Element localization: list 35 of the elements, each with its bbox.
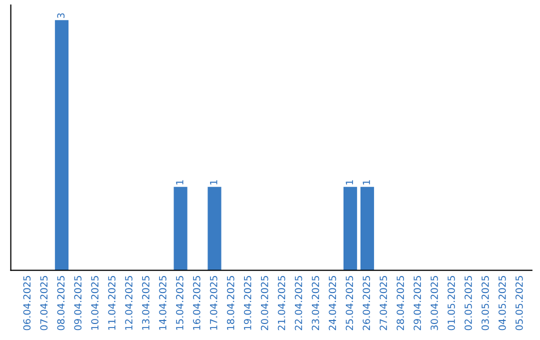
x-tick-label: 26.04.2025 xyxy=(362,276,370,330)
data-label: 1 xyxy=(346,180,353,184)
data-label: 1 xyxy=(362,180,370,184)
x-tick-label: 29.04.2025 xyxy=(414,276,421,330)
x-tick-label: 23.04.2025 xyxy=(312,276,320,330)
x-tick-label: 12.04.2025 xyxy=(125,276,132,330)
x-tick-label: 05.05.2025 xyxy=(515,276,523,330)
x-tick-label: 11.04.2025 xyxy=(108,276,116,330)
x-tick-label: 09.04.2025 xyxy=(74,276,82,330)
x-tick-label: 30.04.2025 xyxy=(430,276,438,330)
x-tick-label: 16.04.2025 xyxy=(192,276,200,330)
x-tick-label: 10.04.2025 xyxy=(91,276,98,330)
x-tick-label: 06.04.2025 xyxy=(23,276,31,330)
x-tick-label: 21.04.2025 xyxy=(278,276,286,330)
x-tick-label: 08.04.2025 xyxy=(57,276,65,330)
x-tick-label: 15.04.2025 xyxy=(176,276,184,330)
x-tick-label: 07.04.2025 xyxy=(40,276,48,330)
x-tick-label: 17.04.2025 xyxy=(210,276,218,330)
x-tick-label: 04.05.2025 xyxy=(498,276,506,330)
data-label: 3 xyxy=(57,13,65,18)
x-tick-label: 20.04.2025 xyxy=(260,276,268,330)
x-tick-label: 28.04.2025 xyxy=(396,276,404,330)
x-tick-label: 14.04.2025 xyxy=(159,276,166,330)
x-tick-label: 22.04.2025 xyxy=(294,276,302,330)
x-tick-label: 03.05.2025 xyxy=(482,276,489,330)
x-tick-label: 18.04.2025 xyxy=(226,276,234,330)
x-tick-label: 19.04.2025 xyxy=(244,276,252,330)
x-tick-label: 25.04.2025 xyxy=(346,276,354,330)
x-tick-label: 27.04.2025 xyxy=(380,276,388,330)
data-label: 1 xyxy=(210,180,218,184)
data-label: 1 xyxy=(176,180,184,184)
x-tick-label: 13.04.2025 xyxy=(142,276,150,330)
x-tick-label: 01.05.2025 xyxy=(448,276,455,330)
x-tick-label: 02.05.2025 xyxy=(464,276,472,330)
x-tick-label: 24.04.2025 xyxy=(328,276,336,330)
